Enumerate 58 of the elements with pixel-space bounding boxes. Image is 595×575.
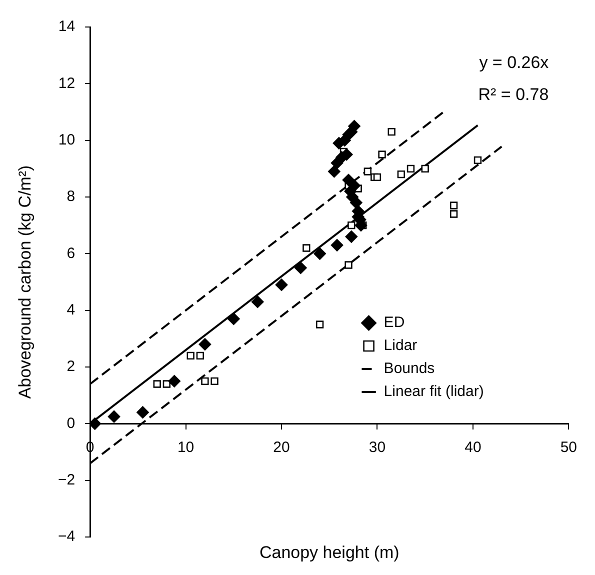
point [378, 150, 386, 158]
point [421, 164, 429, 172]
y-tick-label: 4 [66, 301, 76, 318]
point [228, 312, 240, 325]
y-tick-label: 0 [66, 414, 76, 432]
point [388, 128, 396, 136]
point [348, 222, 356, 230]
point [350, 196, 362, 209]
annotation: y = 0.26x [479, 53, 550, 72]
legend-label: Linear fit (lidar) [384, 383, 484, 400]
point [345, 230, 358, 243]
point [275, 278, 288, 291]
point [328, 165, 340, 178]
point [90, 418, 102, 430]
y-tick-label: 6 [66, 244, 76, 262]
legend-label: ED [384, 314, 405, 332]
y-tick-label: 8 [66, 188, 76, 206]
y-tick-label: −4 [58, 528, 76, 546]
x-tick-label: 40 [464, 438, 482, 456]
point [364, 168, 372, 176]
point [302, 244, 310, 252]
point [251, 296, 264, 308]
point [406, 164, 415, 172]
point [136, 406, 149, 418]
y-tick-label: 2 [66, 358, 76, 376]
point [373, 173, 382, 181]
point [397, 170, 405, 178]
point [168, 375, 180, 388]
y-tick-label: 12 [58, 74, 76, 92]
legend-label: Bounds [384, 360, 435, 378]
annotation: R² = 0.78 [478, 85, 549, 104]
point [344, 261, 352, 269]
y-tick-label: 10 [58, 131, 76, 148]
point [348, 180, 360, 192]
x-tick-label: 50 [560, 438, 577, 456]
y-tick-label: 14 [58, 18, 76, 36]
point [330, 239, 344, 252]
point [153, 380, 161, 388]
point [450, 210, 458, 218]
point [108, 410, 120, 423]
point [186, 352, 194, 360]
point [450, 202, 458, 210]
legend-label: Lidar [384, 337, 418, 354]
point [201, 377, 209, 385]
point [210, 377, 218, 385]
point [196, 352, 204, 360]
point [314, 248, 326, 260]
point [198, 338, 212, 350]
point [162, 380, 171, 388]
x-axis-title: Canopy height (m) [259, 543, 400, 562]
x-tick-label: 30 [368, 438, 386, 456]
point [474, 156, 482, 164]
x-tick-label: 10 [177, 438, 194, 456]
y-tick-label: −2 [58, 471, 76, 488]
point [294, 262, 307, 274]
point [316, 320, 324, 328]
y-axis-title: Aboveground carbon (kg C/m²) [16, 165, 35, 399]
x-tick-label: 20 [273, 438, 290, 456]
